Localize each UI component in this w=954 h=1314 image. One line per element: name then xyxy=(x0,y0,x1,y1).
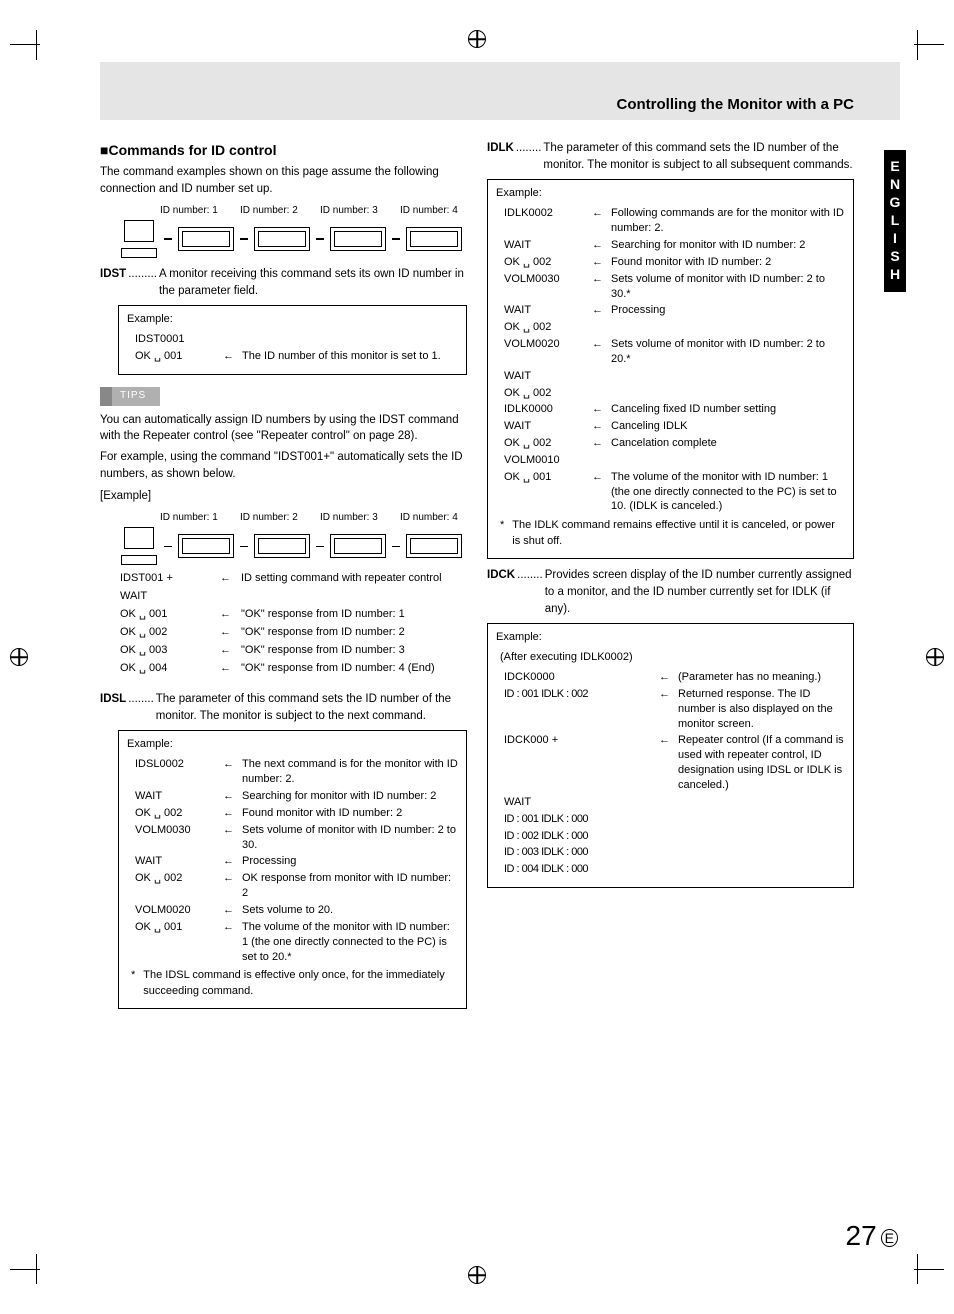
monitor-icon xyxy=(330,534,386,558)
connection-diagram: ID number: 1 ID number: 2 ID number: 3 I… xyxy=(120,204,467,259)
example-note: *The IDSL command is effective only once… xyxy=(127,968,458,1000)
left-column: ■Commands for ID control The command exa… xyxy=(100,140,467,1017)
tips-label: TIPS xyxy=(100,387,160,406)
idlk-example-box: Example: IDLK0002←Following commands are… xyxy=(487,179,854,559)
page-title: Controlling the Monitor with a PC xyxy=(617,96,854,113)
crop-mark xyxy=(914,30,944,60)
idck-example-box: Example: (After executing IDLK0002) IDCK… xyxy=(487,623,854,888)
idst-definition: IDST ......... A monitor receiving this … xyxy=(100,266,467,299)
tips-paragraph: You can automatically assign ID numbers … xyxy=(100,412,467,445)
monitor-icon xyxy=(330,227,386,251)
registration-mark xyxy=(926,648,944,666)
tips-paragraph: For example, using the command "IDST001+… xyxy=(100,449,467,482)
diagram-chain xyxy=(120,527,467,565)
intro-paragraph: The command examples shown on this page … xyxy=(100,164,467,197)
section-heading: ■Commands for ID control xyxy=(100,140,467,160)
registration-mark xyxy=(10,648,28,666)
content-columns: ■Commands for ID control The command exa… xyxy=(100,140,854,1017)
crop-mark xyxy=(914,1254,944,1284)
right-column: IDLK ........ The parameter of this comm… xyxy=(487,140,854,1017)
crop-mark xyxy=(10,1254,40,1284)
registration-mark xyxy=(468,1266,486,1284)
page: Controlling the Monitor with a PC ENGLIS… xyxy=(0,0,954,1314)
monitor-icon xyxy=(178,227,234,251)
idlk-definition: IDLK ........ The parameter of this comm… xyxy=(487,140,854,173)
monitor-icon xyxy=(254,534,310,558)
diagram-id-labels: ID number: 1 ID number: 2 ID number: 3 I… xyxy=(160,511,467,526)
monitor-icon xyxy=(406,534,462,558)
registration-mark xyxy=(468,30,486,48)
idst-example-box: Example: IDST0001 OK ␣ 001 ← The ID numb… xyxy=(118,305,467,375)
monitor-icon xyxy=(178,534,234,558)
connection-diagram: ID number: 1 ID number: 2 ID number: 3 I… xyxy=(120,511,467,566)
pc-icon xyxy=(120,220,158,258)
language-tab: ENGLISH xyxy=(884,150,906,292)
monitor-icon xyxy=(254,227,310,251)
page-number: 27E xyxy=(846,1220,899,1252)
idck-definition: IDCK ........ Provides screen display of… xyxy=(487,567,854,617)
crop-mark xyxy=(10,30,40,60)
example-label: [Example] xyxy=(100,488,467,505)
example-note: *The IDLK command remains effective unti… xyxy=(496,518,845,550)
idsl-example-box: Example: IDSL0002←The next command is fo… xyxy=(118,730,467,1009)
idst-flow-list: IDST001 +←ID setting command with repeat… xyxy=(120,571,467,677)
diagram-chain xyxy=(120,220,467,258)
diagram-id-labels: ID number: 1 ID number: 2 ID number: 3 I… xyxy=(160,204,467,219)
pc-icon xyxy=(120,527,158,565)
idsl-definition: IDSL ........ The parameter of this comm… xyxy=(100,691,467,724)
monitor-icon xyxy=(406,227,462,251)
